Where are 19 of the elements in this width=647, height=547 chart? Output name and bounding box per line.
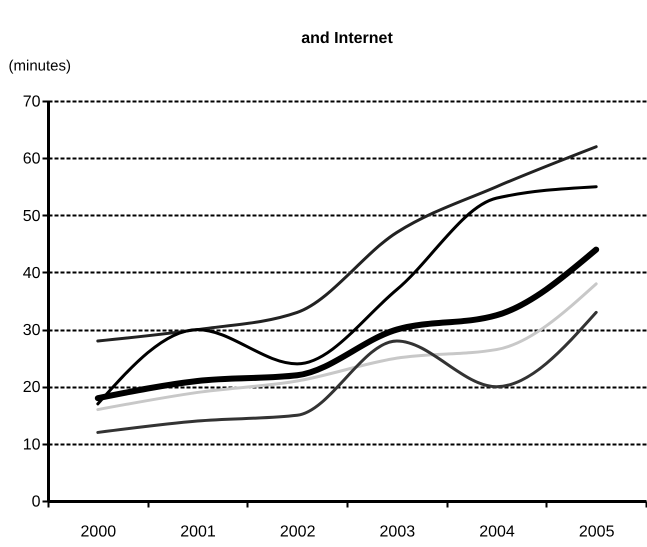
line-series: [96, 310, 598, 434]
x-tick-label: 2004: [479, 524, 515, 540]
y-tick-label: 20: [22, 379, 41, 396]
x-tick-label: 2005: [578, 524, 615, 540]
y-axis-title: (minutes): [8, 58, 72, 74]
y-tick-label: 30: [22, 322, 41, 340]
y-tick-label: 50: [22, 208, 41, 225]
y-tick-label: 70: [22, 94, 41, 110]
x-tick-label: 2003: [380, 524, 416, 540]
x-tick-label: 2001: [180, 524, 216, 540]
y-tick-label: 60: [22, 150, 41, 168]
y-tick-label: 10: [22, 436, 41, 454]
y-tick-label: 40: [22, 264, 41, 282]
line-series: [96, 145, 598, 342]
chart-title: and Internet: [301, 30, 394, 47]
x-tick-label: 2002: [280, 524, 316, 540]
x-tick-label: 2000: [80, 524, 116, 540]
y-tick-label: 0: [32, 494, 41, 510]
line-series: [96, 282, 598, 412]
